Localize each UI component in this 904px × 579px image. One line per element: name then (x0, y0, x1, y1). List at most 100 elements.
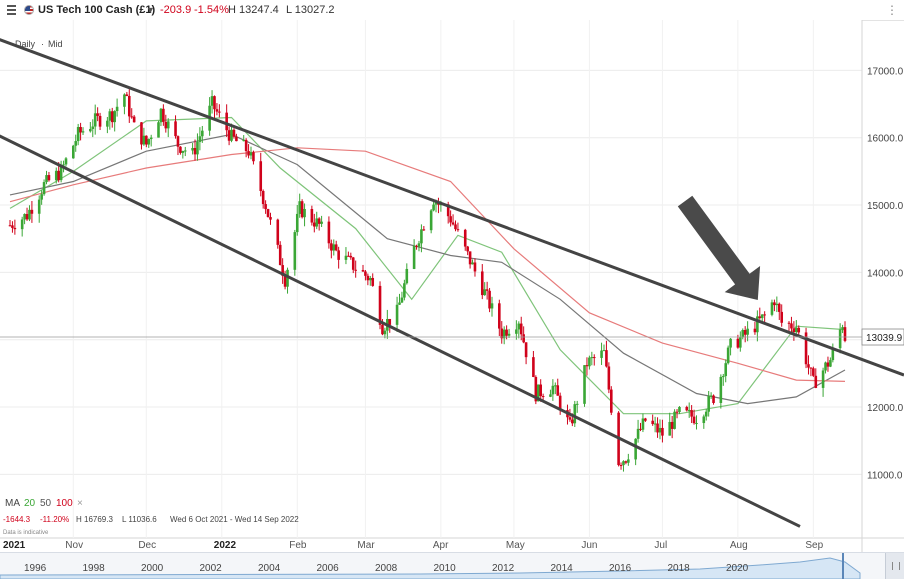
candle-body (351, 257, 355, 270)
candle-body (702, 416, 706, 424)
x-tick-label: Dec (138, 540, 156, 551)
candle-body (388, 318, 392, 325)
candle-body (147, 139, 151, 145)
candle-body (366, 275, 370, 281)
candle-body (59, 165, 63, 181)
candle-body (517, 323, 521, 330)
candle-body (361, 270, 365, 272)
price-change-pct: -1.54% (194, 4, 229, 16)
navigator-year-label: 2016 (609, 563, 632, 574)
candle-body (8, 225, 12, 227)
candle-body (760, 314, 764, 319)
x-tick-label: 2022 (214, 540, 237, 551)
candle-body (787, 322, 791, 324)
x-tick-label: Sep (805, 540, 823, 551)
candle-body (47, 175, 51, 181)
arrow-shape (677, 195, 761, 300)
candle-body (653, 423, 657, 425)
candle-body (824, 362, 827, 371)
candle-body (585, 365, 589, 367)
ma-legend-20[interactable]: 20 (24, 498, 36, 509)
candle-body (242, 139, 246, 142)
candle-body (420, 229, 423, 244)
price-chart[interactable]: 17000.016000.015000.014000.013000.012000… (0, 20, 904, 552)
price-type-label[interactable]: Mid (48, 39, 63, 49)
candle-body (551, 385, 555, 395)
candle-body (400, 297, 404, 303)
candle-body (692, 416, 696, 424)
menu-icon[interactable] (7, 5, 16, 15)
candle-body (93, 113, 97, 127)
candle-body (756, 316, 759, 333)
ma-legend-close-icon[interactable]: × (77, 498, 83, 509)
candle-body (568, 417, 572, 420)
candle-body (213, 96, 216, 110)
candle-body (685, 406, 689, 411)
candle-body (468, 251, 472, 265)
candle-body (145, 135, 148, 145)
candle-body (164, 121, 168, 129)
candle-body (417, 243, 421, 247)
candle-body (658, 427, 662, 433)
candle-body (471, 262, 474, 265)
plot-background (0, 20, 862, 538)
navigator-year-label: 2006 (316, 563, 339, 574)
x-tick-label: Mar (357, 540, 375, 551)
candle-body (71, 145, 75, 159)
navigator-window-edge[interactable] (842, 553, 844, 579)
candle-body (573, 404, 577, 424)
candle-body (54, 170, 58, 181)
candle-body (20, 219, 24, 230)
candle-body (300, 201, 304, 218)
more-options-icon[interactable]: ⋮ (886, 3, 898, 17)
candle-body (641, 418, 645, 430)
candle-body (712, 395, 715, 403)
candle-body (149, 137, 153, 140)
period-change: -1644.3 (3, 515, 31, 524)
candle-body (463, 229, 467, 247)
ma-legend-100[interactable]: 100 (56, 498, 73, 509)
candle-body (558, 395, 562, 411)
moving-average-50 (9, 133, 846, 405)
candle-body (695, 423, 698, 425)
candle-body (619, 465, 623, 467)
interval-label[interactable]: Daily (15, 39, 36, 49)
candle-body (295, 213, 299, 233)
timeline-navigator[interactable]: 1996 1998 2000 2002 2004 2006 2008 2010 2012 2014… (0, 552, 904, 579)
candle-body (575, 403, 579, 405)
candle-body (554, 385, 557, 387)
candle-body (522, 334, 525, 343)
candle-body (668, 421, 672, 436)
candle-body (281, 265, 284, 276)
period-low: L 11036.6 (122, 515, 157, 524)
x-tick-label: Apr (433, 540, 449, 551)
candle-body (378, 285, 382, 325)
candle-body (488, 290, 491, 309)
candle-body (539, 384, 542, 397)
candle-body (743, 330, 747, 335)
candle-body (454, 224, 457, 230)
candle-body (332, 244, 336, 251)
candle-body (193, 147, 197, 155)
candle-body (790, 323, 793, 329)
dropdown-chevron-icon[interactable]: ▼ (146, 5, 155, 15)
instrument-title[interactable]: US Tech 100 Cash (£1) (38, 4, 156, 16)
candle-body (829, 360, 832, 367)
candle-body (812, 368, 815, 376)
candle-body (74, 141, 78, 146)
candle-body (524, 342, 528, 358)
candle-body (313, 222, 316, 227)
candle-body (505, 329, 508, 336)
candle-body (498, 303, 501, 329)
candle-body (485, 289, 489, 291)
ma-legend-50[interactable]: 50 (40, 498, 52, 509)
candle-body (132, 116, 136, 123)
navigator-scroll-handle[interactable] (885, 553, 904, 579)
candle-body (334, 244, 338, 251)
candle-body (368, 277, 372, 281)
candle-body (726, 347, 730, 364)
candle-body (125, 94, 129, 96)
candle-body (23, 214, 26, 220)
navigator-history-area (0, 557, 861, 579)
candle-body (602, 350, 606, 352)
